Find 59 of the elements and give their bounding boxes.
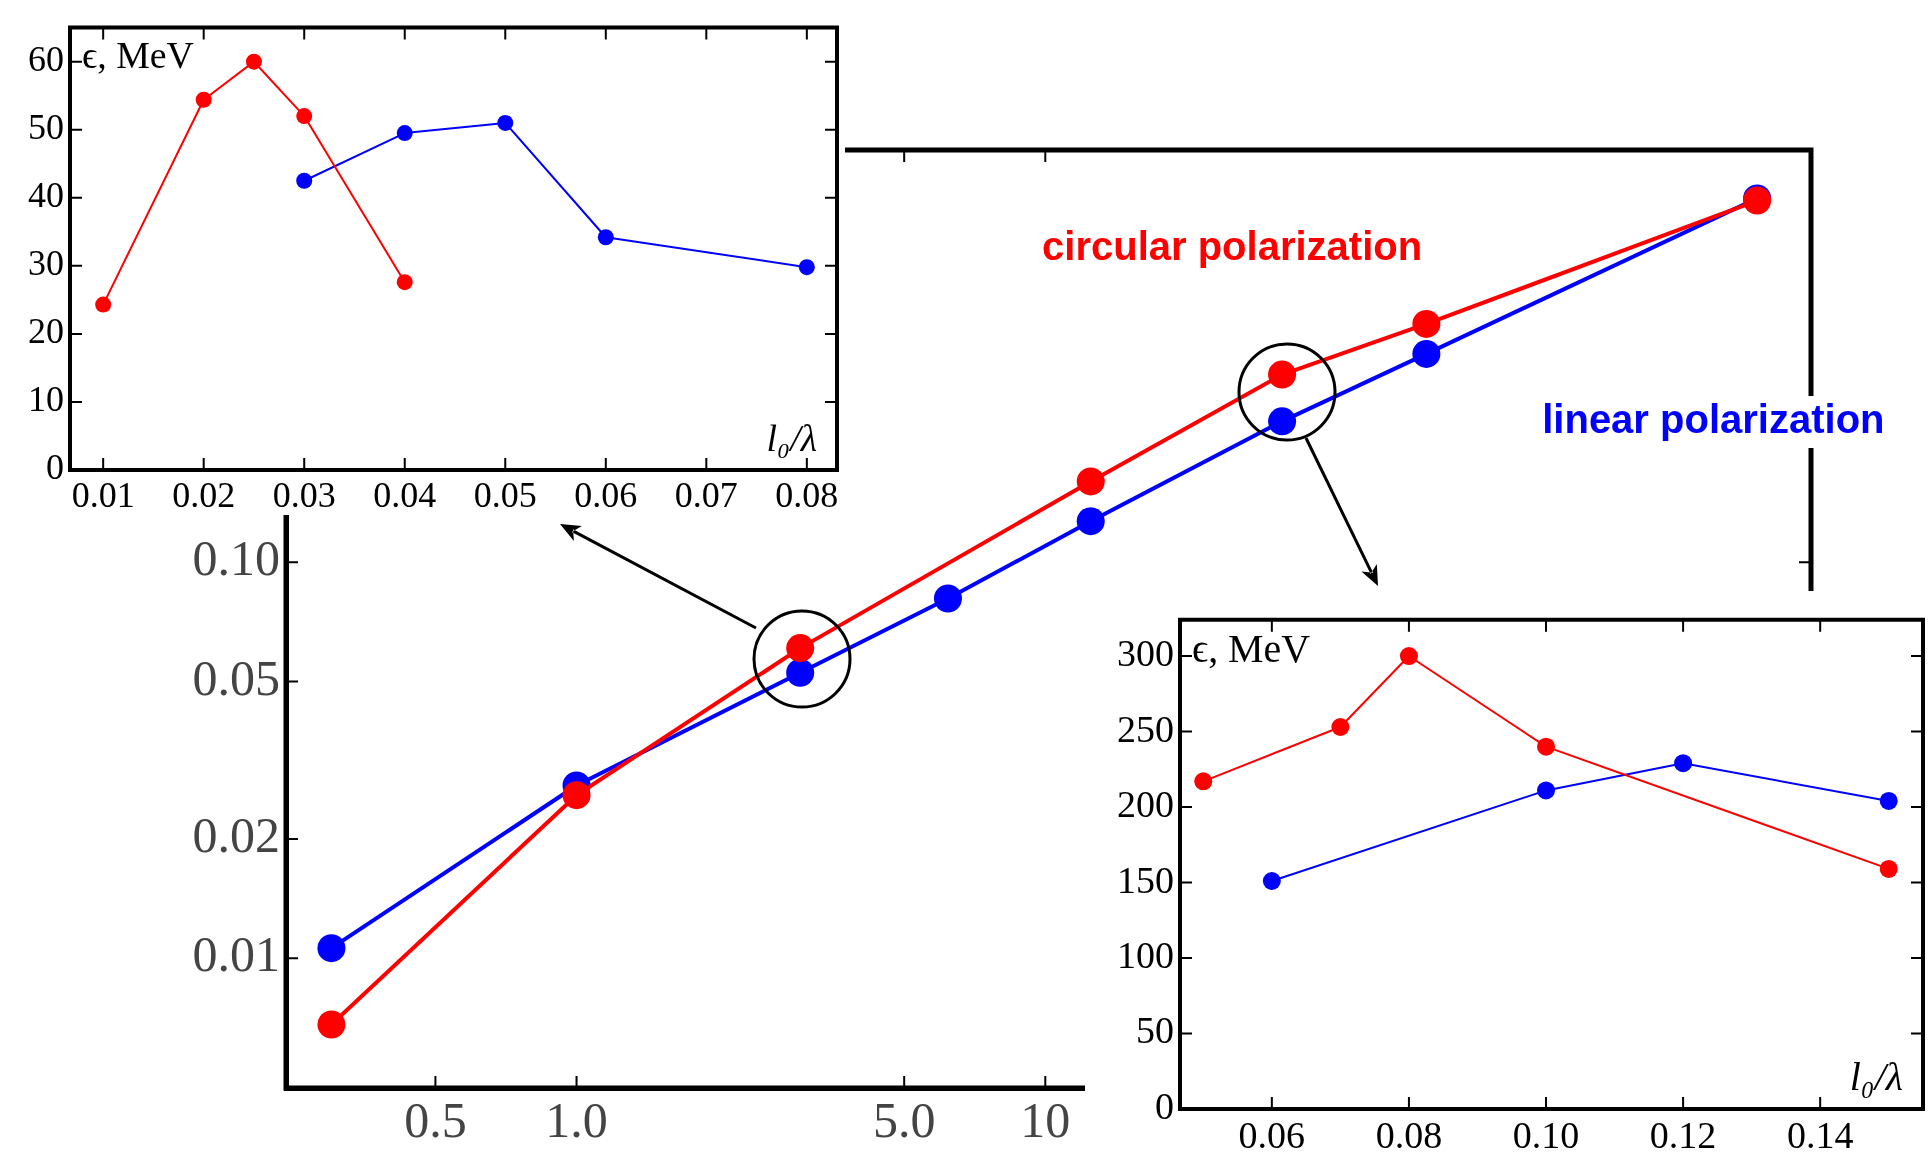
point xyxy=(1879,859,1898,878)
y-tick-label: 10 xyxy=(28,379,64,420)
x-tick-label: 0.10 xyxy=(1512,1113,1580,1156)
y-tick-label: 40 xyxy=(28,175,64,216)
x-tick-label: 0.03 xyxy=(272,475,336,516)
y-tick-label: 200 xyxy=(1117,783,1174,826)
point xyxy=(798,259,815,276)
x-tick-label: 0.04 xyxy=(373,475,437,516)
y-tick-label: 0.10 xyxy=(192,530,280,587)
point xyxy=(296,172,313,189)
point xyxy=(296,108,313,125)
x-tick-label: 0.07 xyxy=(674,475,738,516)
x-tick-label: 0.08 xyxy=(1375,1113,1443,1156)
x-tick-label: 0.01 xyxy=(71,475,135,516)
y-tick-label: 50 xyxy=(28,107,64,148)
point xyxy=(245,53,262,70)
x-axis-title: l₀/λ xyxy=(1849,1053,1903,1099)
y-axis-title: ϵ, MeV xyxy=(82,34,194,77)
y-tick-label: 150 xyxy=(1117,858,1174,901)
x-axis-title: l₀/λ xyxy=(766,417,817,460)
y-tick-label: 0 xyxy=(46,447,64,488)
y-tick-label: 60 xyxy=(28,39,64,80)
x-tick-label: 0.06 xyxy=(1238,1113,1306,1156)
y-tick-label: 0.01 xyxy=(192,926,280,983)
y-tick-label: 100 xyxy=(1117,934,1174,976)
point xyxy=(95,296,112,313)
x-tick-label: 0.05 xyxy=(473,475,537,516)
point xyxy=(1399,647,1418,666)
point xyxy=(1537,781,1556,800)
x-tick-label: 1.0 xyxy=(545,1092,608,1149)
y-tick-label: 0 xyxy=(1155,1084,1174,1127)
y-tick-label: 300 xyxy=(1117,632,1174,675)
point xyxy=(497,114,514,131)
y-axis-title: ϵ, MeV xyxy=(1192,626,1311,672)
y-tick-label: 0.02 xyxy=(192,807,280,864)
point xyxy=(396,125,413,142)
point xyxy=(1331,718,1350,736)
y-tick-label: 20 xyxy=(28,311,64,352)
point xyxy=(597,229,614,246)
point xyxy=(1537,737,1556,756)
x-tick-label: 0.5 xyxy=(404,1092,467,1149)
y-tick-label: 0.05 xyxy=(192,649,280,706)
point xyxy=(1879,791,1898,810)
y-tick-label: 250 xyxy=(1117,707,1174,750)
series-label: circular polarization xyxy=(1042,223,1423,268)
y-tick-label: 30 xyxy=(28,243,64,284)
y-tick-label: 50 xyxy=(1136,1009,1174,1052)
x-tick-label: 0.12 xyxy=(1649,1113,1717,1156)
point xyxy=(396,274,413,291)
x-tick-label: 0.08 xyxy=(775,475,839,516)
x-tick-label: 0.14 xyxy=(1786,1113,1854,1156)
point xyxy=(1674,754,1693,773)
point xyxy=(1194,772,1213,791)
point xyxy=(1262,872,1281,891)
x-tick-label: 5.0 xyxy=(872,1092,936,1149)
x-tick-label: 0.06 xyxy=(574,475,638,516)
text: linear polarization xyxy=(1542,396,1885,441)
x-tick-label: 10 xyxy=(1020,1092,1071,1149)
point xyxy=(195,91,212,108)
